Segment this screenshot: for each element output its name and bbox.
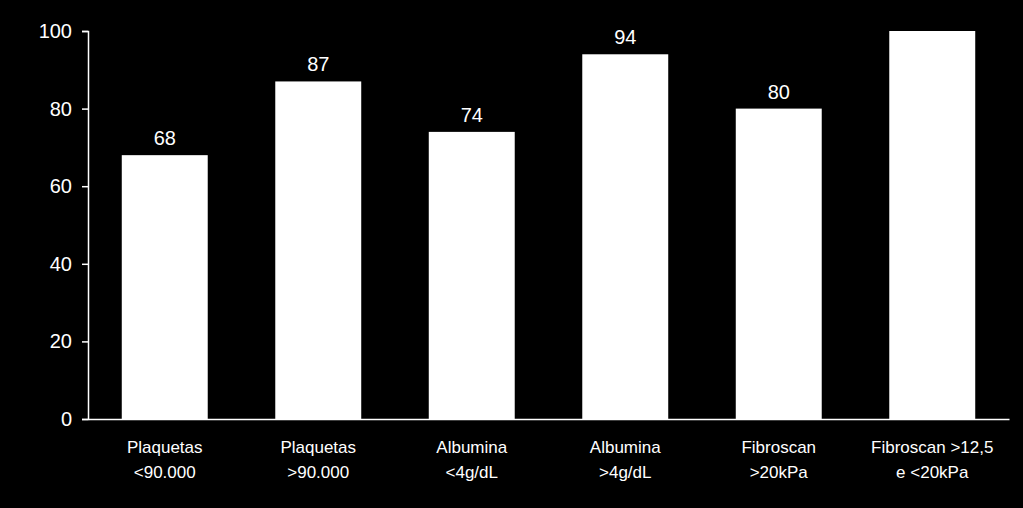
x-tick-label-line: >90.000 — [287, 463, 349, 482]
y-tick-mark — [82, 341, 88, 343]
y-tick-label: 60 — [50, 175, 72, 197]
x-tick-label: Fibroscan >20kPa — [741, 438, 816, 482]
x-tick-label: Fibroscan >12,5 e <20kPa — [871, 438, 993, 482]
data-label: 68 — [154, 127, 176, 149]
data-label: 80 — [768, 81, 790, 103]
x-tick-label-line: Plaquetas — [280, 438, 356, 457]
data-label: 74 — [461, 104, 483, 126]
x-tick-label-line: e <20kPa — [896, 463, 969, 482]
x-tick-label: Plaquetas <90.000 — [127, 438, 203, 482]
data-labels: 68 87 74 94 80 — [154, 26, 790, 149]
x-tick: Albumina >4g/dL — [590, 438, 661, 482]
y-tick-mark — [82, 186, 88, 188]
y-tick: 80 — [50, 98, 88, 120]
y-tick-label: 40 — [50, 253, 72, 275]
x-axis-line — [89, 419, 1010, 421]
x-tick-label-line: Fibroscan >12,5 — [871, 438, 993, 457]
x-tick-label-line: >20kPa — [750, 463, 809, 482]
y-tick: 20 — [50, 330, 88, 352]
y-tick-label: 100 — [39, 20, 72, 42]
bar — [889, 31, 975, 419]
x-tick-label-line: Albumina — [436, 438, 507, 457]
bar — [275, 81, 361, 419]
bars — [122, 31, 975, 419]
x-axis: Plaquetas <90.000 Plaquetas >90.000 Albumina… — [89, 420, 1010, 482]
bar — [122, 155, 208, 419]
x-tick-label-line: Plaquetas — [127, 438, 203, 457]
data-label: 87 — [307, 53, 329, 75]
y-tick-mark — [82, 419, 88, 421]
x-tick-label-line: <90.000 — [134, 463, 196, 482]
x-tick-label-line: >4g/dL — [599, 463, 651, 482]
x-tick-label-line: Albumina — [590, 438, 661, 457]
y-tick: 40 — [50, 253, 88, 275]
chart: 0 20 40 60 80 100 Plaquetas <90.000 Plaquetas >90… — [0, 0, 1023, 508]
x-tick: Plaquetas >90.000 — [280, 438, 356, 482]
plot: 0 20 40 60 80 100 Plaquetas <90.000 Plaquetas >90… — [39, 20, 1010, 482]
y-tick-label: 0 — [61, 408, 72, 430]
y-tick-label: 80 — [50, 98, 72, 120]
y-tick-mark — [82, 31, 88, 33]
y-tick: 0 — [61, 408, 88, 430]
y-tick: 60 — [50, 175, 88, 197]
data-label: 94 — [614, 26, 636, 48]
x-tick: Fibroscan >12,5 e <20kPa — [871, 438, 993, 482]
x-tick-label: Plaquetas >90.000 — [280, 438, 356, 482]
y-axis-line — [82, 32, 89, 420]
x-tick-label-line: <4g/dL — [446, 463, 498, 482]
x-tick-label-line: Fibroscan — [741, 438, 816, 457]
bar — [736, 109, 822, 419]
x-tick-label: Albumina >4g/dL — [590, 438, 661, 482]
x-tick: Fibroscan >20kPa — [741, 438, 816, 482]
x-tick: Albumina <4g/dL — [436, 438, 507, 482]
x-tick: Plaquetas <90.000 — [127, 438, 203, 482]
y-tick: 100 — [39, 20, 88, 42]
y-tick-mark — [82, 264, 88, 266]
y-axis: 0 20 40 60 80 100 — [39, 20, 89, 430]
x-tick-label: Albumina <4g/dL — [436, 438, 507, 482]
background — [0, 0, 1023, 508]
bar — [582, 54, 668, 419]
y-tick-mark — [82, 108, 88, 110]
bar — [429, 132, 515, 419]
y-tick-label: 20 — [50, 330, 72, 352]
